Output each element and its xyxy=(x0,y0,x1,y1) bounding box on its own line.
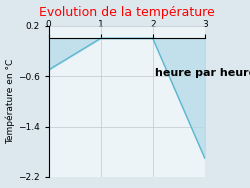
Text: heure par heure: heure par heure xyxy=(155,68,250,78)
Title: Evolution de la température: Evolution de la température xyxy=(39,6,214,19)
Y-axis label: Température en °C: Température en °C xyxy=(6,59,15,144)
